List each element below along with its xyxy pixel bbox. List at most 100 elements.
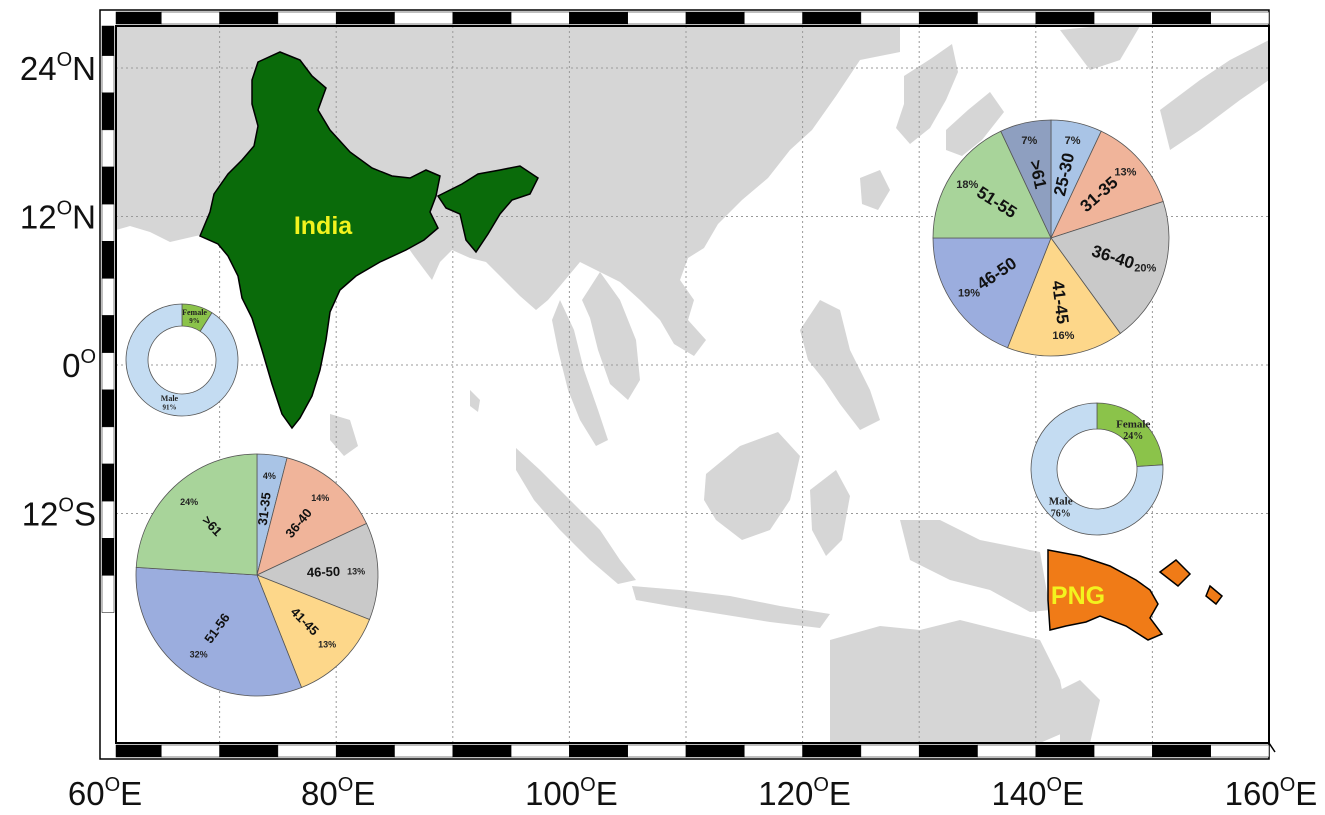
frame-outer-border	[99, 9, 1270, 760]
frame-band-bottom	[802, 744, 862, 758]
frame-band-bottom	[394, 744, 454, 758]
frame-band-top	[219, 11, 279, 25]
frame-band-bottom	[1152, 744, 1211, 758]
donut-percent-label: 9%	[189, 317, 200, 325]
frame-band-left	[101, 315, 115, 353]
frame-band-bottom	[335, 744, 395, 758]
frame-band-top	[918, 11, 978, 25]
pie-slice	[256, 574, 371, 689]
frame-band-left	[101, 129, 115, 168]
pie-percent-label: 18%	[956, 179, 978, 191]
latitude-tick-label: 12ON	[20, 198, 96, 236]
pie-slice	[256, 457, 368, 576]
longitude-tick-label: 80OE	[301, 774, 375, 812]
frame-band-left	[101, 389, 115, 428]
frame-band-left	[101, 426, 115, 465]
land-shape	[552, 300, 608, 446]
frame-band-top	[627, 11, 687, 25]
frame-band-bottom	[918, 744, 978, 758]
frame-band-bottom	[627, 744, 687, 758]
pie-slice	[1000, 119, 1052, 239]
frame-band-bottom	[161, 744, 220, 758]
frame-band-top	[802, 11, 862, 25]
frame-band-left	[101, 278, 115, 316]
frame-band-left	[101, 352, 115, 390]
frame-band-top	[115, 11, 162, 25]
map-frame	[99, 9, 1276, 760]
frame-band-top	[335, 11, 395, 25]
frame-band-top	[977, 11, 1037, 25]
india-northeast-shape	[436, 165, 539, 254]
pie-slice	[135, 453, 258, 576]
frame-band-top	[452, 11, 512, 25]
frame-corner	[1268, 742, 1276, 753]
axis-labels: 60OE80OE100OE120OE140OE160OE36ON24ON12ON…	[20, 49, 1318, 812]
donut-category-label: Male	[161, 394, 179, 403]
frame-band-left	[101, 241, 115, 279]
frame-band-bottom	[219, 744, 279, 758]
frame-band-left	[101, 55, 115, 93]
land-shape	[330, 414, 358, 456]
pie-slice	[932, 237, 1052, 349]
frame-band-left	[101, 92, 115, 131]
frame-band-bottom	[1093, 744, 1153, 758]
frame-band-bottom	[277, 744, 337, 758]
frame-band-left	[101, 166, 115, 205]
donut-category-label: Female	[182, 308, 207, 317]
pie-percent-label: 7%	[1021, 135, 1037, 147]
longitude-tick-label: 120OE	[758, 774, 851, 812]
india-label: India	[294, 212, 353, 240]
frame-band-bottom	[510, 744, 570, 758]
longitude-tick-label: 100OE	[525, 774, 618, 812]
longitude-tick-label: 160OE	[1225, 774, 1318, 812]
frame-band-bottom	[452, 744, 512, 758]
pie-slice	[1007, 237, 1121, 357]
frame-band-top	[860, 11, 920, 25]
frame-band-top	[1210, 11, 1270, 25]
longitude-tick-label: 140OE	[991, 774, 1084, 812]
donut-category-label: Male	[1049, 496, 1073, 508]
latitude-tick-label: 12OS	[22, 495, 96, 533]
frame-band-left	[101, 575, 115, 613]
frame-band-bottom	[860, 744, 920, 758]
donut-percent-label: 76%	[1051, 508, 1071, 519]
pie-percent-label: 7%	[1065, 135, 1081, 147]
frame-band-top	[1152, 11, 1211, 25]
pie-percent-label: 19%	[958, 288, 980, 300]
land-shape	[896, 44, 958, 144]
latitude-tick-label: 24ON	[20, 49, 96, 87]
pie-percent-label: 24%	[180, 497, 198, 507]
pie-slice	[1030, 402, 1164, 536]
frame-band-bottom	[977, 744, 1037, 758]
frame-band-left	[101, 463, 115, 502]
longitude-tick-label: 60OE	[68, 774, 142, 812]
pie-percent-label: 20%	[1134, 263, 1156, 275]
pie-percent-label: 13%	[318, 640, 336, 650]
png-label: PNG	[1051, 582, 1105, 610]
frame-band-top	[569, 11, 628, 25]
pie-percent-label: 13%	[347, 566, 365, 576]
latitude-tick-label: 0O	[62, 346, 96, 384]
pie-category-label: 31-35	[255, 491, 274, 526]
frame-band-bottom	[1035, 744, 1095, 758]
png-shape	[1047, 549, 1164, 641]
frame-band-top	[394, 11, 454, 25]
donut-percent-label: 24%	[1123, 431, 1143, 442]
land-shape	[900, 520, 1050, 612]
land-shape	[800, 300, 880, 430]
frame-band-bottom	[115, 744, 162, 758]
pie-percent-label: 13%	[1114, 166, 1136, 178]
donut-percent-label: 91%	[162, 403, 176, 411]
land-shape	[582, 272, 640, 400]
pie-slice	[1050, 201, 1170, 335]
frame-band-left	[101, 538, 115, 576]
land-shape	[810, 470, 850, 556]
land-shape	[520, 250, 572, 280]
land-shape	[830, 620, 1070, 743]
pie-category-label: 46-50	[307, 564, 341, 580]
highlighted-countries	[199, 51, 1224, 641]
